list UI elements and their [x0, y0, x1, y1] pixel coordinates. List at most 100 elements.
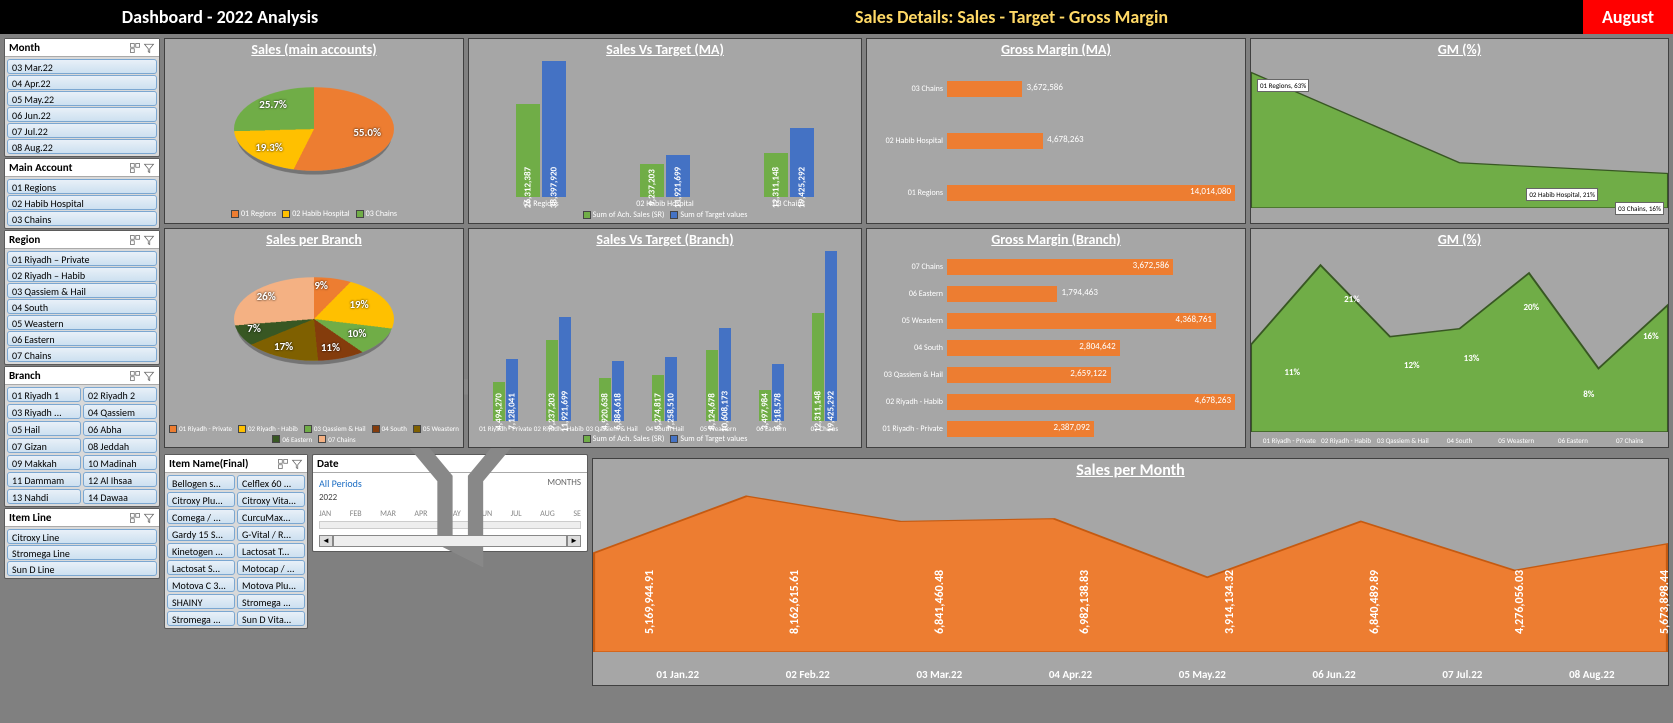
bar-target: 6,884,618	[612, 361, 624, 421]
slicer-item[interactable]: 03 Chains	[7, 211, 157, 226]
clear-filter-icon[interactable]	[143, 42, 155, 54]
bar-group: 26,312,387 38,397,920	[516, 61, 566, 197]
area-value-label: 4,276,056.03	[1513, 570, 1527, 634]
multi-select-icon[interactable]	[129, 42, 141, 54]
slicer-item[interactable]: Citroxy Vita...	[237, 492, 305, 507]
slicer-item[interactable]: 01 Riyadh 1	[7, 387, 81, 402]
axis-label: 06 Eastern	[745, 424, 798, 433]
multi-select-icon[interactable]	[129, 234, 141, 246]
slicer-item[interactable]: Motocap / ...	[237, 560, 305, 575]
bar-achieved: 4,920,638	[599, 378, 611, 421]
scroll-left-icon[interactable]: ◄	[319, 535, 333, 547]
area-value-label: 3,914,134.32	[1223, 570, 1237, 634]
slicer-item[interactable]: 08 Aug.22	[7, 139, 157, 154]
slicer-item[interactable]: 14 Dawaa	[83, 489, 157, 504]
scroll-right-icon[interactable]: ►	[567, 535, 581, 547]
slicer-item[interactable]: Citroxy Plu...	[167, 492, 235, 507]
timeline-tick: JAN	[319, 509, 331, 519]
bar-group: 4,920,638 6,884,618	[599, 251, 624, 421]
slicer-item[interactable]: Gardy 15 S...	[167, 526, 235, 541]
slicer-item[interactable]: 04 Qassiem	[83, 404, 157, 419]
clear-filter-icon[interactable]	[143, 234, 155, 246]
slicer-item[interactable]: 04 Apr.22	[7, 75, 157, 90]
slicer-item[interactable]: Kinetogen ...	[167, 543, 235, 558]
clear-filter-icon[interactable]	[143, 162, 155, 174]
slicer-item[interactable]: 13 Nahdi	[7, 489, 81, 504]
axis-label: 04 South	[1431, 436, 1488, 445]
axis-label: 05 Weastern	[692, 424, 745, 433]
bar-group: 3,497,984 6,518,578	[759, 251, 784, 421]
hbar-label: 02 Habib Hospital	[869, 136, 943, 146]
slicer-item[interactable]: 07 Gizan	[7, 438, 81, 453]
slicer-item[interactable]: Motova C 3...	[167, 577, 235, 592]
chart-title: Sales per Branch	[165, 229, 463, 250]
slicer-item[interactable]: 03 Riyadh ...	[7, 404, 81, 419]
slicer-item[interactable]: Sun D Vita...	[237, 611, 305, 626]
chart-title: Sales per Month	[593, 459, 1668, 482]
slicer-item[interactable]: Stromega Line	[7, 545, 157, 560]
slicer-item[interactable]: CurcuMax...	[237, 509, 305, 524]
bar-achieved: 12,311,148	[812, 313, 824, 421]
axis-label: 06 Eastern	[1545, 436, 1602, 445]
slicer-item[interactable]: Bellogen s...	[167, 475, 235, 490]
legend-item: 06 Eastern	[272, 435, 312, 444]
slicer-item[interactable]: 07 Jul.22	[7, 123, 157, 138]
slicer-item[interactable]: 04 South	[7, 299, 157, 314]
slicer-item[interactable]: Lactosat S...	[167, 560, 235, 575]
multi-select-icon[interactable]	[129, 370, 141, 382]
timeline-tick: MAY	[446, 509, 461, 519]
bar-target: 19,425,292	[825, 251, 837, 421]
slicer-item[interactable]: Comega / ...	[167, 509, 235, 524]
clear-filter-icon[interactable]	[291, 458, 303, 470]
timeline-scrollbar[interactable]: ◄ ►	[319, 535, 581, 547]
slicer-item[interactable]: 06 Abha	[83, 421, 157, 436]
slicer-item[interactable]: Lactosat T...	[237, 543, 305, 558]
slicer-item[interactable]: 09 Makkah	[7, 455, 81, 470]
axis-label: 04 Apr.22	[1049, 668, 1092, 681]
slicer-item[interactable]: 02 Habib Hospital	[7, 195, 157, 210]
slicer-item[interactable]: 05 May.22	[7, 91, 157, 106]
hbar-bar: 2,804,642	[947, 340, 1120, 356]
bar-group: 12,311,148 19,425,292	[812, 251, 837, 421]
slicer-item[interactable]: G-Vital / R...	[237, 526, 305, 541]
slicer-title: Region	[9, 233, 127, 246]
slicer-item[interactable]: 03 Mar.22	[7, 59, 157, 74]
slicer-item[interactable]: 08 Jeddah	[83, 438, 157, 453]
slicer-item[interactable]: Citroxy Line	[7, 529, 157, 544]
slicer-item[interactable]: 05 Hail	[7, 421, 81, 436]
clear-filter-icon[interactable]	[143, 370, 155, 382]
clear-filter-icon[interactable]	[143, 512, 155, 524]
slicer-item[interactable]: 10 Madinah	[83, 455, 157, 470]
pie-slice-label: 55.0%	[353, 126, 381, 139]
scroll-track[interactable]	[333, 535, 567, 547]
hbar-row: 07 Chains 3,672,586	[947, 257, 1235, 277]
slicer-item[interactable]: 06 Jun.22	[7, 107, 157, 122]
slicer-item[interactable]: 11 Dammam	[7, 472, 81, 487]
multi-select-icon[interactable]	[129, 162, 141, 174]
slicer-item[interactable]: Stromega ...	[237, 594, 305, 609]
timeline-date[interactable]: Date All Periods MONTHS 2022 JANFEBMARAP…	[312, 454, 588, 552]
slicer-item[interactable]: 03 Qassiem & Hail	[7, 283, 157, 298]
slicer-item[interactable]: Motova Plu...	[237, 577, 305, 592]
area-value-label: 12%	[1404, 360, 1420, 371]
slicer-item[interactable]: 07 Chains	[7, 347, 157, 362]
bar-target: 19,425,292	[790, 128, 814, 197]
bar-target: 11,921,699	[666, 155, 690, 197]
slicer-item[interactable]: 01 Riyadh – Private	[7, 251, 157, 266]
multi-select-icon[interactable]	[129, 512, 141, 524]
slicer-item[interactable]: Sun D Line	[7, 561, 157, 576]
slicer-item[interactable]: 02 Riyadh – Habib	[7, 267, 157, 282]
hbar-label: 05 Weastern	[869, 316, 943, 326]
multi-select-icon[interactable]	[277, 458, 289, 470]
slicer-item[interactable]: Celflex 60 ...	[237, 475, 305, 490]
slicer-item[interactable]: Stromega ...	[167, 611, 235, 626]
slicer-item[interactable]: 02 Riyadh 2	[83, 387, 157, 402]
bar-achieved: 3,497,984	[759, 390, 771, 421]
slicer-item[interactable]: 01 Regions	[7, 179, 157, 194]
area-value-label: 5,673,898.44	[1658, 570, 1672, 634]
slicer-item[interactable]: 12 Al Ihsaa	[83, 472, 157, 487]
slicer-item[interactable]: SHAINY	[167, 594, 235, 609]
slicer-item[interactable]: 06 Eastern	[7, 331, 157, 346]
chart-title: Sales (main accounts)	[165, 39, 463, 60]
slicer-item[interactable]: 05 Weastern	[7, 315, 157, 330]
